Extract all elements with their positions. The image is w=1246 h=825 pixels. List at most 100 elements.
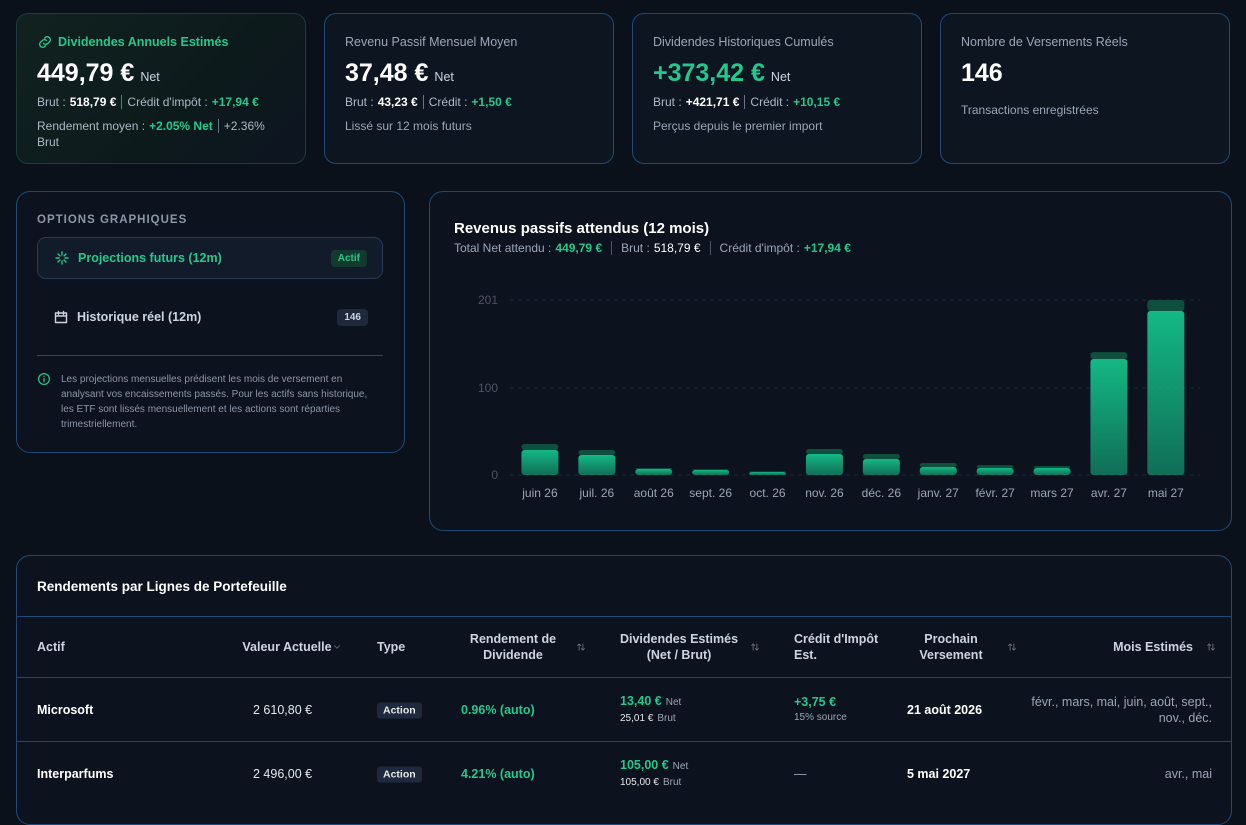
- asset-name: Microsoft: [37, 703, 94, 717]
- card-value: 449,79 €: [37, 59, 135, 87]
- x-tick-label: juil. 26: [579, 486, 615, 500]
- table-cell: 0.96% (auto): [461, 702, 535, 718]
- table-cell: févr., mars, mai, juin, août, sept., nov…: [1012, 694, 1212, 726]
- x-tick-label: janv. 27: [917, 486, 959, 500]
- asset-value: 2 610,80 €: [253, 703, 313, 717]
- sort-icon[interactable]: [750, 642, 760, 652]
- option-toggle[interactable]: Projections futurs (12m) Actif: [37, 237, 383, 279]
- chart-title: Revenus passifs attendus (12 mois): [454, 220, 710, 237]
- card-unit: Net: [140, 70, 160, 84]
- icon-path: [577, 643, 585, 651]
- credit-group: Crédit : +10,15 €: [744, 95, 841, 109]
- card-unit: Net: [770, 70, 791, 84]
- x-tick-label: oct. 26: [750, 486, 786, 500]
- row-border: [17, 677, 1231, 678]
- x-tick-label: mai 27: [1148, 486, 1184, 500]
- bar-segment: [1090, 359, 1128, 475]
- sort-icon[interactable]: [1007, 642, 1017, 652]
- card-value-row: +373,42 € Net: [653, 59, 901, 88]
- icon-path: [57, 310, 65, 316]
- sort-icon[interactable]: [1206, 642, 1216, 652]
- bar-segment: [919, 462, 957, 467]
- stat-card: Dividendes Historiques Cumulés +373,42 € N…: [632, 13, 922, 164]
- summary-credit: +17,94 €: [803, 241, 851, 255]
- bar-segment: [692, 470, 730, 475]
- y-tick-label: 100: [478, 381, 498, 395]
- table-cell: avr., mai: [1012, 766, 1212, 782]
- x-tick-label: févr. 27: [975, 486, 1015, 500]
- bar-segment: [1147, 310, 1185, 475]
- card-title-text: Revenu Passif Mensuel Moyen: [345, 35, 518, 49]
- table-cell: Action: [377, 766, 422, 783]
- x-tick-label: avr. 27: [1091, 486, 1127, 500]
- sparkle-icon: [55, 251, 69, 265]
- info-icon: [38, 372, 50, 386]
- card-title: Dividendes Historiques Cumulés: [653, 34, 901, 50]
- chart-panel: Revenus passifs attendus (12 mois) Total …: [429, 191, 1232, 531]
- tax-credit: +3,75 €: [794, 695, 837, 709]
- card-detail: Brut :518,79 € Crédit d'impôt : +17,94 €: [37, 94, 285, 110]
- card-title-text: Dividendes Historiques Cumulés: [653, 35, 834, 49]
- bar-segment: [976, 468, 1014, 475]
- bar-segment: [1147, 300, 1185, 311]
- x-tick-label: déc. 26: [862, 486, 902, 500]
- icon-path: [55, 251, 69, 265]
- credit-label: Crédit :: [428, 95, 468, 109]
- months: févr., mars, mai, juin, août, sept., nov…: [1031, 695, 1212, 725]
- info-note: Les projections mensuelles prédisent les…: [37, 372, 377, 432]
- icon-path: [39, 38, 48, 48]
- option-label: Projections futurs (12m): [78, 251, 222, 265]
- card-unit: Net: [434, 70, 454, 84]
- sort-chevron[interactable]: [332, 642, 342, 652]
- calendar-icon: [54, 310, 68, 324]
- app: {"cards":[ {"title":"Dividendes Annuels …: [16, 13, 1232, 825]
- bar-segment: [862, 454, 900, 459]
- chart: 0 100 201 juin 26 juil. 26 août 26 sept. 26 oct…: [478, 293, 1200, 500]
- table-cell: 21 août 2026: [907, 702, 982, 718]
- link-icon: [39, 36, 51, 48]
- option-toggle[interactable]: Historique réel (12m) 146: [37, 296, 383, 338]
- next-payment: 5 mai 2027: [907, 767, 971, 781]
- icon-path: [54, 312, 68, 324]
- summary-brut-group: Brut :518,79 €: [611, 241, 701, 255]
- column-header: Crédit d'Impôt Est.: [794, 632, 879, 662]
- row-border: [17, 741, 1231, 742]
- bar-segment: [919, 466, 957, 475]
- card-value-row: 449,79 € Net: [37, 59, 285, 88]
- column-header: Actif: [37, 640, 65, 654]
- x-tick-label: mars 27: [1030, 486, 1074, 500]
- icon-path: [38, 372, 50, 386]
- div-brut-unit: Brut: [662, 777, 682, 788]
- icon-path: [1008, 643, 1016, 651]
- div-net-unit: Net: [665, 697, 682, 708]
- summary-brut-label: Brut :: [621, 241, 650, 255]
- summary-credit-label: Crédit d'impôt :: [719, 241, 800, 255]
- column-header: Type: [377, 640, 406, 654]
- credit-group: Crédit : +1,50 €: [422, 95, 512, 109]
- brut-label: Brut :: [345, 95, 374, 109]
- summary-net: 449,79 €: [555, 241, 603, 255]
- card-yield: Rendement moyen : +2.05% Net +2.36% Brut: [37, 118, 285, 150]
- table-cell: 2 610,80 €: [253, 702, 312, 718]
- page: Dividendes html,body{margin:0;padding:0;…: [16, 13, 1232, 825]
- bar-segment: [862, 458, 900, 475]
- bar-segment: [635, 468, 673, 475]
- table-cell: Interparfums: [37, 766, 113, 782]
- div-brut-line: 105,00 € Brut: [620, 775, 688, 791]
- card-title-text: Dividendes Annuels Estimés: [58, 35, 229, 49]
- div-net-line: 105,00 € Net: [620, 757, 688, 775]
- brut-value: 43,23 €: [377, 95, 418, 109]
- sort-icon[interactable]: [576, 642, 586, 652]
- x-tick-label: juin 26: [521, 486, 558, 500]
- summary-credit-group: Crédit d'impôt : +17,94 €: [709, 241, 851, 255]
- column-header: Rendement de Dividende: [469, 632, 557, 662]
- div-brut-line: 25,01 € Brut: [620, 711, 681, 727]
- bar-segment: [1033, 466, 1071, 469]
- stat-card: Revenu Passif Mensuel Moyen 37,48 € Net Bru…: [324, 13, 614, 164]
- bar-segment: [692, 469, 730, 471]
- next-payment: 21 août 2026: [907, 703, 983, 717]
- row-border: [17, 616, 1231, 617]
- table-cell: —: [794, 766, 807, 782]
- asset-value: 2 496,00 €: [253, 767, 313, 781]
- icon-path: [1207, 643, 1215, 651]
